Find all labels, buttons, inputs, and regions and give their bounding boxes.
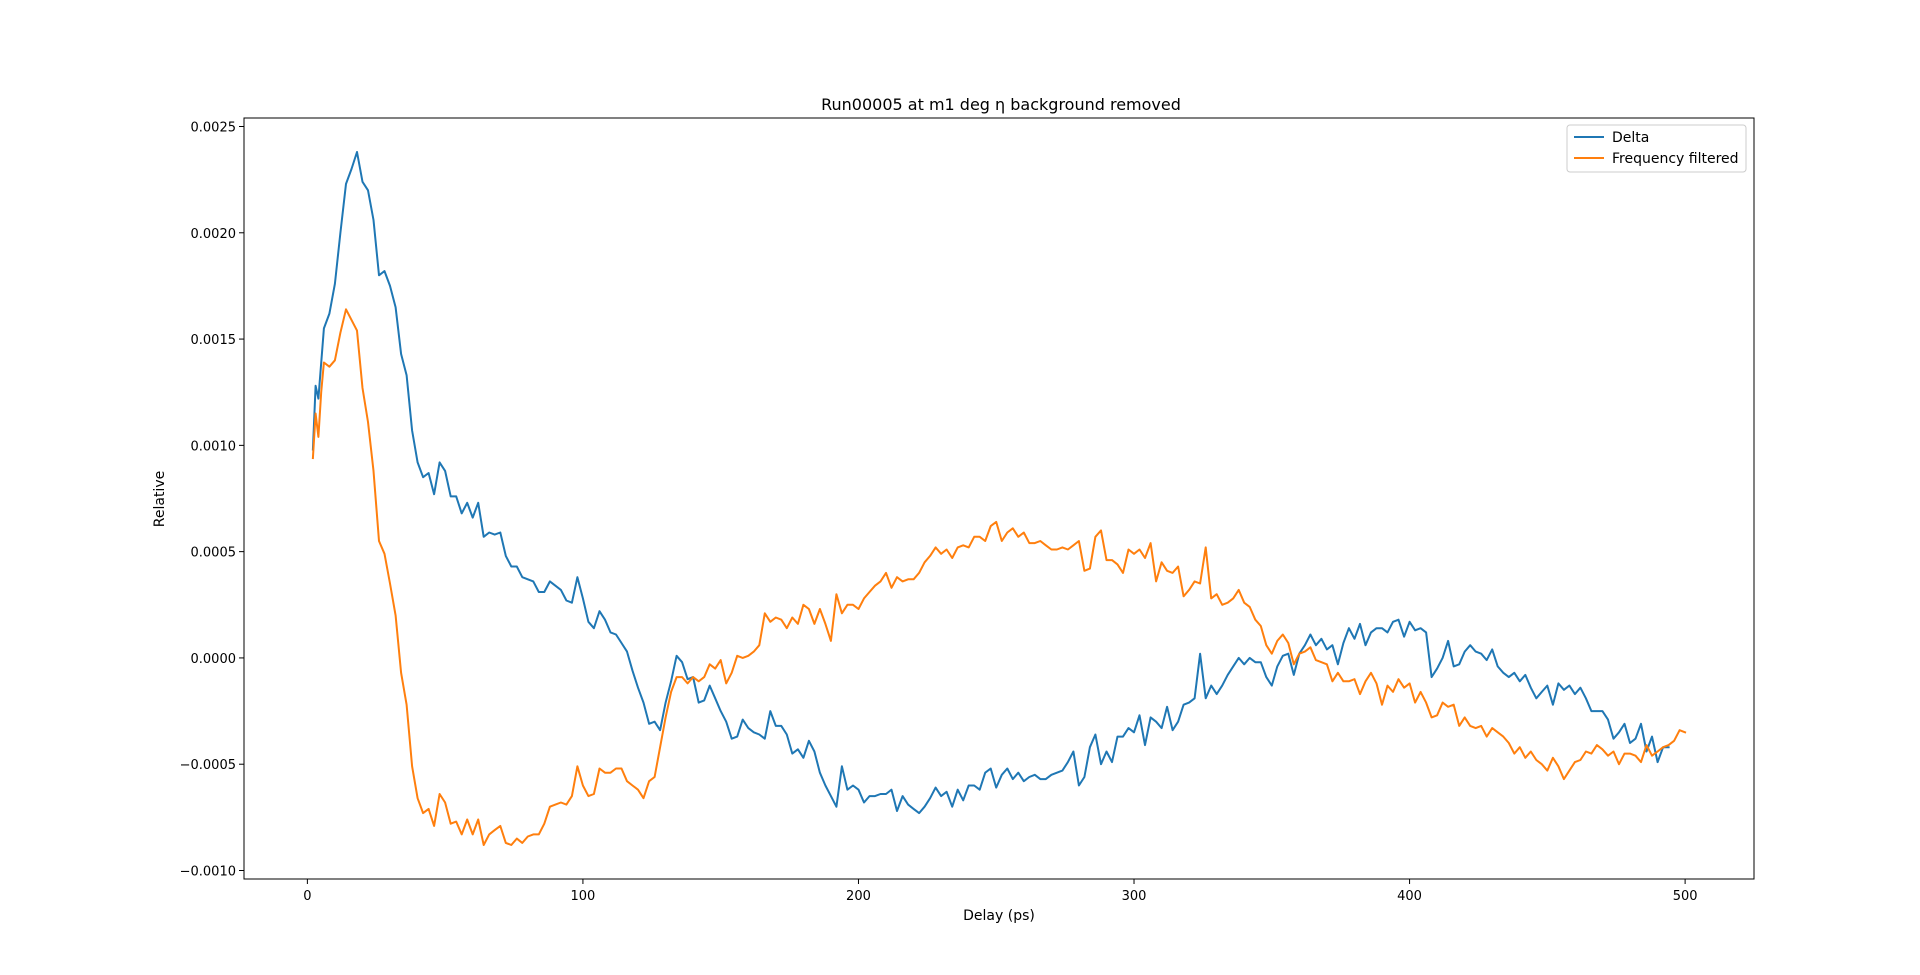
- chart-title: Run00005 at m1 deg η background removed: [821, 95, 1181, 114]
- legend-box: [1566, 124, 1747, 173]
- plot-area: [243, 117, 1755, 880]
- y-axis-ticks: −0.0010 −0.0005 0.0000 0.0005 0.0010 0.0015 0.…: [180, 121, 244, 879]
- y-tick-label: 0.0000: [191, 652, 237, 667]
- legend-label-frequency-filtered: Frequency filtered: [1612, 151, 1739, 167]
- x-axis-label: Delay (ps): [963, 908, 1035, 924]
- y-tick-label: 0.0010: [191, 439, 237, 454]
- y-axis-label: Relative: [152, 471, 168, 527]
- y-tick-label: 0.0025: [191, 121, 237, 136]
- x-tick-label: 400: [1397, 889, 1422, 904]
- y-tick-label: 0.0005: [191, 546, 237, 561]
- y-tick-label: 0.0015: [191, 333, 237, 348]
- series-line-frequency-filtered: [311, 308, 1687, 846]
- y-tick-label: −0.0010: [180, 864, 236, 879]
- x-tick-label: 0: [303, 889, 311, 904]
- series-line-delta: [311, 151, 1670, 815]
- x-tick-label: 200: [846, 889, 871, 904]
- series-layer: [311, 151, 1687, 846]
- x-tick-label: 500: [1673, 889, 1698, 904]
- x-tick-label: 300: [1122, 889, 1147, 904]
- y-tick-label: 0.0020: [191, 227, 237, 242]
- x-tick-label: 100: [571, 889, 596, 904]
- legend-label-delta: Delta: [1612, 130, 1649, 146]
- axes-frame: [243, 117, 1755, 880]
- y-tick-label: −0.0005: [180, 758, 236, 773]
- legend: Delta Frequency filtered: [1566, 124, 1747, 173]
- x-axis-ticks: 0 100 200 300 400 500: [303, 879, 1698, 904]
